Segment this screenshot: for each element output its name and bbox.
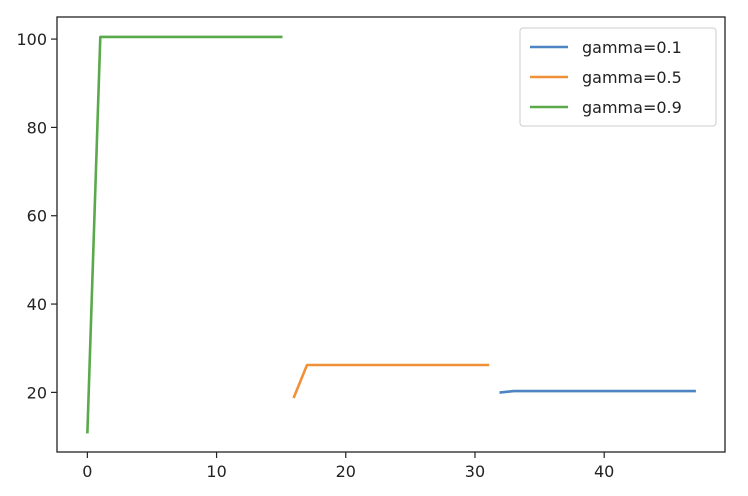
legend-label-0: gamma=0.1 — [582, 38, 682, 57]
x-tick-label-3: 30 — [465, 462, 485, 481]
y-tick-label-0: 20 — [27, 383, 47, 402]
series-line-0 — [499, 389, 696, 394]
x-tick-label-2: 20 — [336, 462, 356, 481]
y-tick-label-2: 60 — [27, 207, 47, 226]
plot-lines — [86, 35, 696, 434]
legend-box — [519, 27, 717, 127]
y-tick-label-3: 80 — [27, 118, 47, 137]
legend: gamma=0.1 gamma=0.5 gamma=0.9 — [519, 27, 717, 127]
series-line-1 — [292, 363, 490, 399]
y-tick-label-1: 40 — [27, 295, 47, 314]
series-line-2 — [86, 35, 283, 434]
x-axis: 0 10 20 30 40 — [82, 452, 614, 481]
legend-label-1: gamma=0.5 — [582, 68, 682, 87]
x-tick-label-1: 10 — [206, 462, 226, 481]
legend-label-2: gamma=0.9 — [582, 98, 682, 117]
x-tick-label-0: 0 — [82, 462, 92, 481]
x-tick-label-4: 40 — [594, 462, 614, 481]
y-tick-label-4: 100 — [16, 30, 47, 49]
plot-frame — [56, 16, 726, 453]
y-axis: 20 40 60 80 100 — [16, 30, 57, 402]
